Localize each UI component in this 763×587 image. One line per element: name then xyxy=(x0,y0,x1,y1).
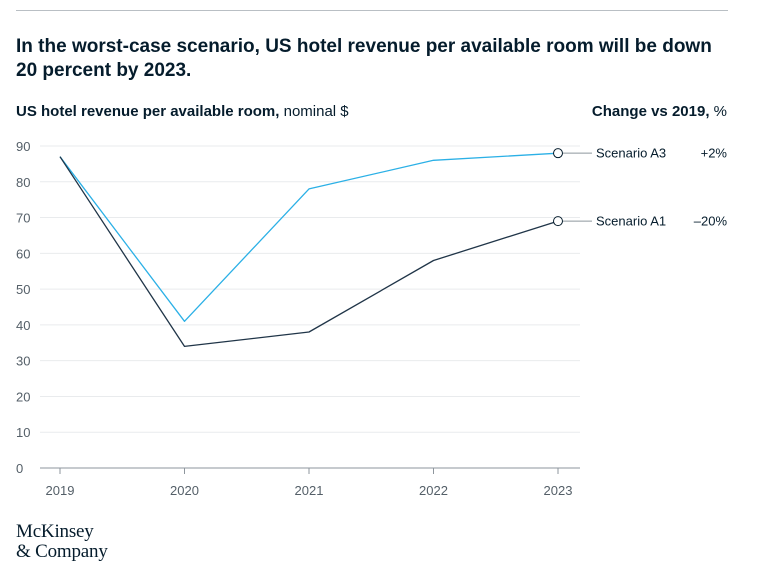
change-header-unit: % xyxy=(709,103,727,120)
series-line-1 xyxy=(59,156,559,348)
subtitle-bold: US hotel revenue per available room, xyxy=(16,103,280,120)
chart-headline: In the worst-case scenario, US hotel rev… xyxy=(16,36,712,81)
series-line-0 xyxy=(59,152,559,322)
y-tick-label: 10 xyxy=(16,425,30,440)
series-change-label: –20% xyxy=(694,214,728,229)
y-axis-ticks: 0 10 20 30 40 50 60 70 80 90 xyxy=(16,139,30,476)
x-tick-label: 2022 xyxy=(419,483,448,498)
series-name-label: Scenario A3 xyxy=(596,146,666,161)
y-tick-label: 0 xyxy=(16,461,23,476)
y-tick-label: 50 xyxy=(16,282,30,297)
x-tick-label: 2019 xyxy=(46,483,75,498)
top-divider xyxy=(16,10,728,11)
x-tick-label: 2023 xyxy=(544,483,573,498)
x-tick-label: 2021 xyxy=(295,483,324,498)
y-tick-label: 60 xyxy=(16,246,30,261)
y-tick-label: 80 xyxy=(16,175,30,190)
y-tick-label: 70 xyxy=(16,211,30,226)
series-lines xyxy=(59,152,559,348)
subtitle-unit: nominal $ xyxy=(279,103,349,120)
change-header: Change vs 2019, % xyxy=(592,103,727,120)
y-tick-label: 90 xyxy=(16,139,30,154)
y-tick-label: 40 xyxy=(16,318,30,333)
x-tick-label: 2020 xyxy=(170,483,199,498)
series-change-label: +2% xyxy=(701,146,728,161)
chart-subtitle: US hotel revenue per available room, nom… xyxy=(16,103,349,120)
series-name-label: Scenario A1 xyxy=(596,214,666,229)
gridlines xyxy=(40,145,580,469)
series-end-marker xyxy=(553,216,563,227)
x-axis-ticks: 2019 2020 2021 2022 2023 xyxy=(46,468,573,498)
logo-line-1: McKinsey xyxy=(16,521,94,542)
y-tick-label: 30 xyxy=(16,354,30,369)
series-labels: Scenario A3 +2% Scenario A1 –20% xyxy=(553,146,728,229)
y-tick-label: 20 xyxy=(16,389,30,404)
logo-line-2: & Company xyxy=(16,541,108,562)
mckinsey-logo: McKinsey & Company xyxy=(16,522,108,562)
change-header-bold: Change vs 2019, xyxy=(591,103,710,120)
series-end-marker xyxy=(553,148,563,159)
